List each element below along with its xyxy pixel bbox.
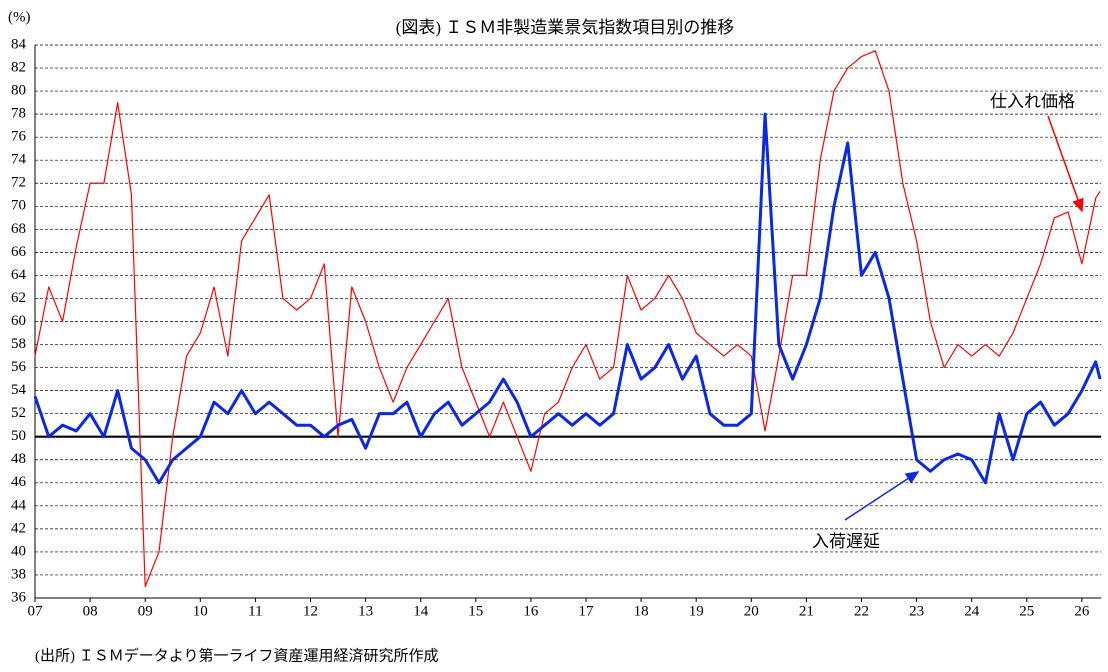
y-tick-label: 72 bbox=[11, 175, 26, 191]
x-tick-label: 09 bbox=[138, 603, 153, 619]
y-tick-label: 60 bbox=[11, 313, 26, 329]
annotation-arrow bbox=[1047, 115, 1084, 213]
y-tick-label: 52 bbox=[11, 405, 26, 421]
x-tick-label: 14 bbox=[413, 603, 429, 619]
series-line bbox=[34, 50, 1101, 588]
series-line bbox=[33, 112, 1102, 485]
x-tick-label: 12 bbox=[303, 603, 318, 619]
x-tick-label: 11 bbox=[248, 603, 262, 619]
series-annotation: 仕入れ価格 bbox=[990, 92, 1075, 111]
y-tick-label: 36 bbox=[11, 589, 27, 605]
x-tick-label: 26 bbox=[1074, 603, 1090, 619]
source: (出所) ＩＳＭデータより第一ライフ資産運用経済研究所作成 bbox=[35, 646, 438, 664]
chart-title: (図表) ＩＳＭ非製造業景気指数項目別の推移 bbox=[396, 18, 735, 37]
y-tick-label: 48 bbox=[11, 451, 26, 467]
x-tick-label: 10 bbox=[193, 603, 208, 619]
x-tick-label: 25 bbox=[1019, 603, 1034, 619]
y-unit: (%) bbox=[8, 9, 31, 25]
x-tick-label: 16 bbox=[523, 603, 539, 619]
x-tick-label: 19 bbox=[689, 603, 704, 619]
y-tick-label: 70 bbox=[11, 198, 26, 214]
y-tick-label: 46 bbox=[11, 474, 27, 490]
x-tick-label: 13 bbox=[358, 603, 373, 619]
x-tick-label: 21 bbox=[799, 603, 814, 619]
y-tick-label: 74 bbox=[11, 152, 27, 168]
annotation-arrow bbox=[844, 471, 920, 521]
y-tick-label: 66 bbox=[11, 244, 27, 260]
x-tick-label: 18 bbox=[634, 603, 649, 619]
series-annotation: 入荷遅延 bbox=[812, 532, 880, 551]
y-tick-label: 64 bbox=[11, 267, 27, 283]
x-tick-label: 17 bbox=[579, 603, 595, 619]
y-tick-label: 68 bbox=[11, 221, 26, 237]
y-tick-label: 50 bbox=[11, 428, 26, 444]
y-tick-label: 84 bbox=[11, 36, 27, 52]
y-tick-label: 82 bbox=[11, 59, 26, 75]
x-tick-label: 22 bbox=[854, 603, 869, 619]
y-tick-label: 42 bbox=[11, 520, 26, 536]
x-tick-label: 08 bbox=[83, 603, 98, 619]
y-tick-label: 62 bbox=[11, 290, 26, 306]
y-tick-label: 78 bbox=[11, 106, 26, 122]
x-tick-label: 23 bbox=[909, 603, 924, 619]
y-tick-label: 80 bbox=[11, 83, 26, 99]
y-tick-label: 76 bbox=[11, 129, 27, 145]
y-tick-label: 44 bbox=[11, 497, 27, 513]
y-tick-label: 58 bbox=[11, 336, 26, 352]
x-tick-label: 20 bbox=[744, 603, 759, 619]
y-tick-label: 54 bbox=[11, 382, 27, 398]
y-tick-label: 38 bbox=[11, 566, 26, 582]
x-tick-label: 24 bbox=[964, 603, 980, 619]
x-tick-label: 07 bbox=[28, 603, 44, 619]
x-tick-label: 15 bbox=[468, 603, 483, 619]
y-tick-label: 56 bbox=[11, 359, 27, 375]
y-tick-label: 40 bbox=[11, 543, 26, 559]
